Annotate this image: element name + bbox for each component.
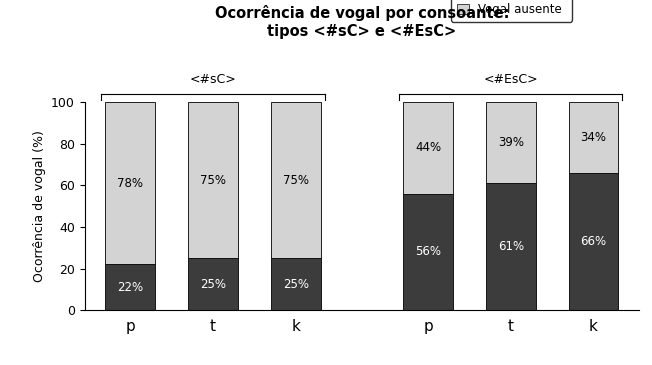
Text: 66%: 66% [580, 235, 606, 248]
Text: <#EsC>: <#EsC> [483, 73, 538, 85]
Text: 44%: 44% [415, 142, 441, 154]
Text: <#sC>: <#sC> [190, 73, 236, 85]
Bar [271, 102, 321, 258]
Bar [188, 258, 238, 310]
Text: Ocorrência de vogal por consoante:: Ocorrência de vogal por consoante: [215, 5, 509, 22]
Text: 78%: 78% [117, 177, 143, 190]
Text: 61%: 61% [497, 240, 524, 253]
Legend: Vogal presente, Vogal ausente: Vogal presente, Vogal ausente [451, 0, 572, 22]
Text: 22%: 22% [117, 281, 143, 294]
Text: 34%: 34% [580, 131, 606, 144]
Bar [486, 102, 535, 183]
Text: 25%: 25% [200, 278, 226, 291]
Text: 56%: 56% [415, 246, 441, 258]
Text: 75%: 75% [200, 174, 226, 187]
Text: 75%: 75% [283, 174, 308, 187]
Bar [106, 102, 155, 265]
Bar [569, 102, 618, 173]
Bar [403, 102, 453, 194]
Bar [188, 102, 238, 258]
Bar [569, 173, 618, 310]
Text: 39%: 39% [497, 136, 524, 149]
Bar [106, 265, 155, 310]
Bar [403, 194, 453, 310]
Bar [486, 183, 535, 310]
Y-axis label: Ocorrência de vogal (%): Ocorrência de vogal (%) [33, 130, 46, 282]
Bar [271, 258, 321, 310]
Text: tipos <#sC> e <#EsC>: tipos <#sC> e <#EsC> [267, 24, 456, 39]
Text: 25%: 25% [283, 278, 308, 291]
